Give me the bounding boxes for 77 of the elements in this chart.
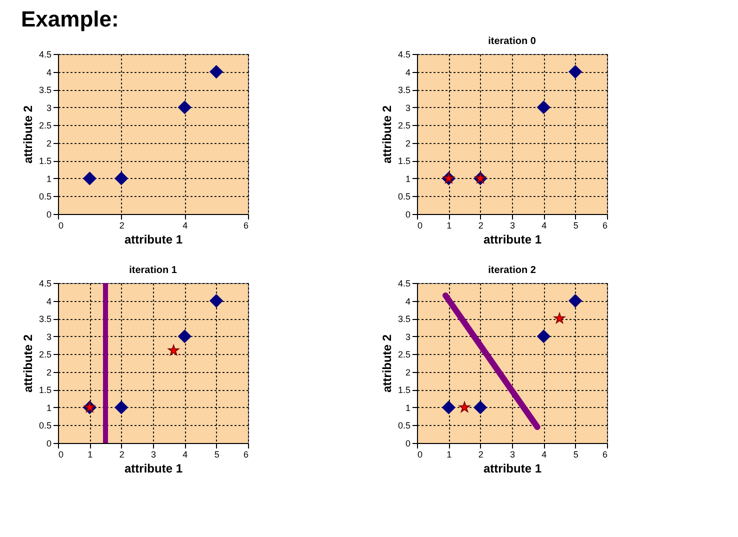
- y-tick-label: 3.5: [398, 85, 410, 96]
- y-tick-label: 0: [46, 438, 52, 448]
- x-tick-label: 0: [418, 220, 423, 230]
- y-tick-label: 2: [46, 367, 52, 378]
- y-tick-label: 4.5: [398, 278, 410, 288]
- x-tick-label: 3: [510, 450, 516, 460]
- y-tick-label: 1: [405, 402, 410, 413]
- x-tick-label: 1: [88, 450, 93, 460]
- y-tick-label: 1: [46, 174, 52, 184]
- x-tick-label: 4: [182, 220, 188, 230]
- y-axis-title: attribute 2: [20, 334, 35, 393]
- y-tick-label: 1: [46, 402, 52, 413]
- x-tick-label: 2: [119, 450, 124, 460]
- y-tick-label: 2: [46, 138, 52, 148]
- y-tick-label: 0.5: [38, 420, 52, 431]
- y-axis-title: attribute 2: [20, 105, 35, 164]
- y-tick-label: 1.5: [398, 385, 410, 396]
- y-tick-label: 3.5: [398, 314, 410, 324]
- x-axis-title: attribute 1: [483, 462, 542, 476]
- y-tick-label: 3: [405, 332, 410, 342]
- x-axis-title: attribute 1: [124, 232, 183, 246]
- y-axis-title: attribute 2: [380, 334, 394, 393]
- x-tick-label: 5: [214, 450, 220, 460]
- y-axis-title: attribute 2: [380, 105, 394, 164]
- x-axis-title: attribute 1: [483, 232, 542, 246]
- y-tick-label: 0: [405, 438, 410, 448]
- chart-title: iteration 1: [129, 265, 178, 276]
- y-tick-label: 2: [405, 367, 410, 378]
- y-tick-label: 1.5: [398, 156, 410, 166]
- y-tick-label: 3.5: [38, 314, 52, 324]
- y-tick-label: 0.5: [398, 420, 410, 431]
- x-tick-label: 3: [150, 450, 156, 460]
- y-tick-label: 4.5: [398, 50, 410, 60]
- y-tick-label: 0.5: [38, 192, 52, 202]
- x-tick-label: 2: [119, 220, 124, 230]
- y-tick-label: 4: [405, 67, 410, 78]
- x-tick-label: 2: [478, 450, 484, 460]
- x-tick-label: 6: [243, 450, 248, 460]
- x-tick-label: 4: [542, 450, 547, 460]
- y-tick-label: 1: [405, 174, 410, 184]
- y-tick-label: 0: [405, 210, 410, 220]
- y-tick-label: 2.5: [38, 350, 52, 360]
- x-tick-label: 1: [446, 450, 452, 460]
- y-tick-label: 3: [405, 102, 410, 113]
- x-tick-label: 6: [602, 220, 608, 230]
- y-tick-label: 3: [46, 332, 52, 342]
- y-tick-label: 4: [46, 67, 52, 78]
- y-tick-label: 2: [405, 138, 410, 148]
- x-tick-label: 0: [58, 450, 64, 460]
- y-tick-label: 2.5: [398, 120, 410, 131]
- y-tick-label: 4.5: [38, 50, 52, 60]
- y-tick-label: 2.5: [38, 120, 52, 131]
- y-tick-label: 3: [46, 102, 52, 113]
- x-tick-label: 3: [510, 220, 516, 230]
- x-tick-label: 6: [243, 220, 248, 230]
- x-tick-label: 1: [446, 220, 452, 230]
- x-tick-label: 5: [573, 220, 578, 230]
- y-tick-label: 0: [46, 210, 52, 220]
- x-tick-label: 6: [602, 450, 608, 460]
- chart-title: iteration 0: [488, 36, 536, 47]
- x-axis-title: attribute 1: [124, 462, 183, 476]
- y-tick-label: 1.5: [38, 156, 52, 166]
- y-tick-label: 3.5: [38, 85, 52, 96]
- chart-title: Example:: [20, 6, 119, 32]
- x-tick-label: 5: [573, 450, 578, 460]
- y-tick-label: 4.5: [38, 278, 52, 288]
- x-tick-label: 4: [542, 220, 547, 230]
- chart-title: iteration 2: [488, 265, 536, 276]
- y-tick-label: 4: [405, 296, 410, 306]
- x-tick-label: 2: [478, 220, 484, 230]
- x-tick-label: 0: [58, 220, 64, 230]
- y-tick-label: 1.5: [38, 385, 52, 396]
- y-tick-label: 2.5: [398, 350, 410, 360]
- y-tick-label: 0.5: [398, 192, 410, 202]
- x-tick-label: 0: [418, 450, 423, 460]
- y-tick-label: 4: [46, 296, 52, 306]
- x-tick-label: 4: [182, 450, 188, 460]
